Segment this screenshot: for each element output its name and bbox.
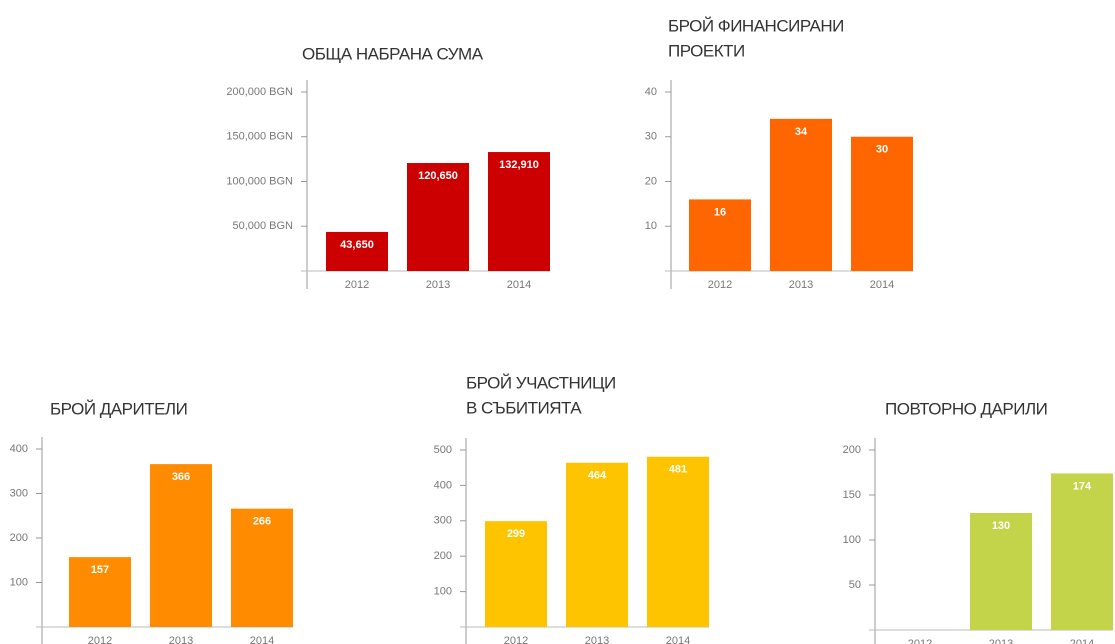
bar [566,462,628,627]
value-label: 366 [172,471,190,483]
y-tick-label: 50,000 BGN [232,220,293,232]
y-tick-label: 500 [434,444,452,456]
bar [851,136,913,271]
x-tick-label: 2014 [870,279,894,291]
value-label: 30 [876,144,888,156]
x-tick-label: 2014 [666,635,690,644]
value-label: 266 [253,516,271,528]
x-tick-label: 2012 [88,635,112,644]
x-tick-label: 2014 [507,279,531,291]
x-tick-label: 2013 [789,279,813,291]
bar [326,231,388,271]
x-tick-label: 2013 [585,635,609,644]
y-tick-label: 200 [434,550,452,562]
y-tick-label: 100 [843,534,861,546]
bar [770,118,832,271]
chart-title: ПОВТОРНО ДАРИЛИ [885,399,1047,418]
y-tick-label: 30 [645,131,657,143]
y-tick-label: 400 [10,443,28,455]
y-tick-label: 100 [434,586,452,598]
x-tick-label: 2012 [708,279,732,291]
x-tick-label: 2012 [345,279,369,291]
value-label: 174 [1073,480,1092,492]
y-tick-label: 200 [843,444,861,456]
y-tick-label: 40 [645,86,657,98]
value-label: 132,910 [499,159,539,171]
y-tick-label: 50 [849,579,861,591]
x-tick-label: 2013 [426,279,450,291]
bar [69,557,131,627]
x-tick-label: 2013 [169,635,193,644]
chart-title: БРОЙ ФИНАНСИРАНИ [668,16,844,35]
bar [150,464,212,627]
chart-title: БРОЙ ДАРИТЕЛИ [50,399,187,418]
x-tick-label: 2013 [989,638,1013,644]
y-tick-label: 10 [645,220,657,232]
y-tick-label: 20 [645,175,657,187]
bar [1051,473,1113,630]
value-label: 43,650 [340,239,374,251]
bar [407,163,469,271]
y-tick-label: 200 [10,532,28,544]
y-tick-label: 400 [434,479,452,491]
value-label: 481 [669,464,687,476]
bar [485,521,547,627]
y-tick-label: 200,000 BGN [226,86,293,98]
y-tick-label: 300 [10,487,28,499]
bar [647,456,709,627]
chart-title: ПРОЕКТИ [668,41,745,60]
chart-title: В СЪБИТИЯТА [466,398,582,417]
y-tick-label: 100,000 BGN [226,175,293,187]
bar [970,513,1032,630]
x-tick-label: 2012 [908,638,932,644]
bar [488,152,550,271]
y-tick-label: 150 [843,489,861,501]
x-tick-label: 2014 [250,635,274,644]
value-label: 157 [91,564,109,576]
value-label: 130 [992,520,1010,532]
value-label: 464 [588,470,607,482]
x-tick-label: 2012 [504,635,528,644]
bar [689,199,751,271]
value-label: 120,650 [418,170,458,182]
chart-title: БРОЙ УЧАСТНИЦИ [466,373,616,392]
bar [231,508,293,627]
y-tick-label: 100 [10,576,28,588]
value-label: 299 [507,528,525,540]
value-label: 16 [714,206,726,218]
chart-title: ОБЩА НАБРАНА СУМА [302,44,484,63]
y-tick-label: 150,000 BGN [226,131,293,143]
value-label: 34 [795,126,808,138]
y-tick-label: 300 [434,515,452,527]
x-tick-label: 2014 [1070,638,1094,644]
